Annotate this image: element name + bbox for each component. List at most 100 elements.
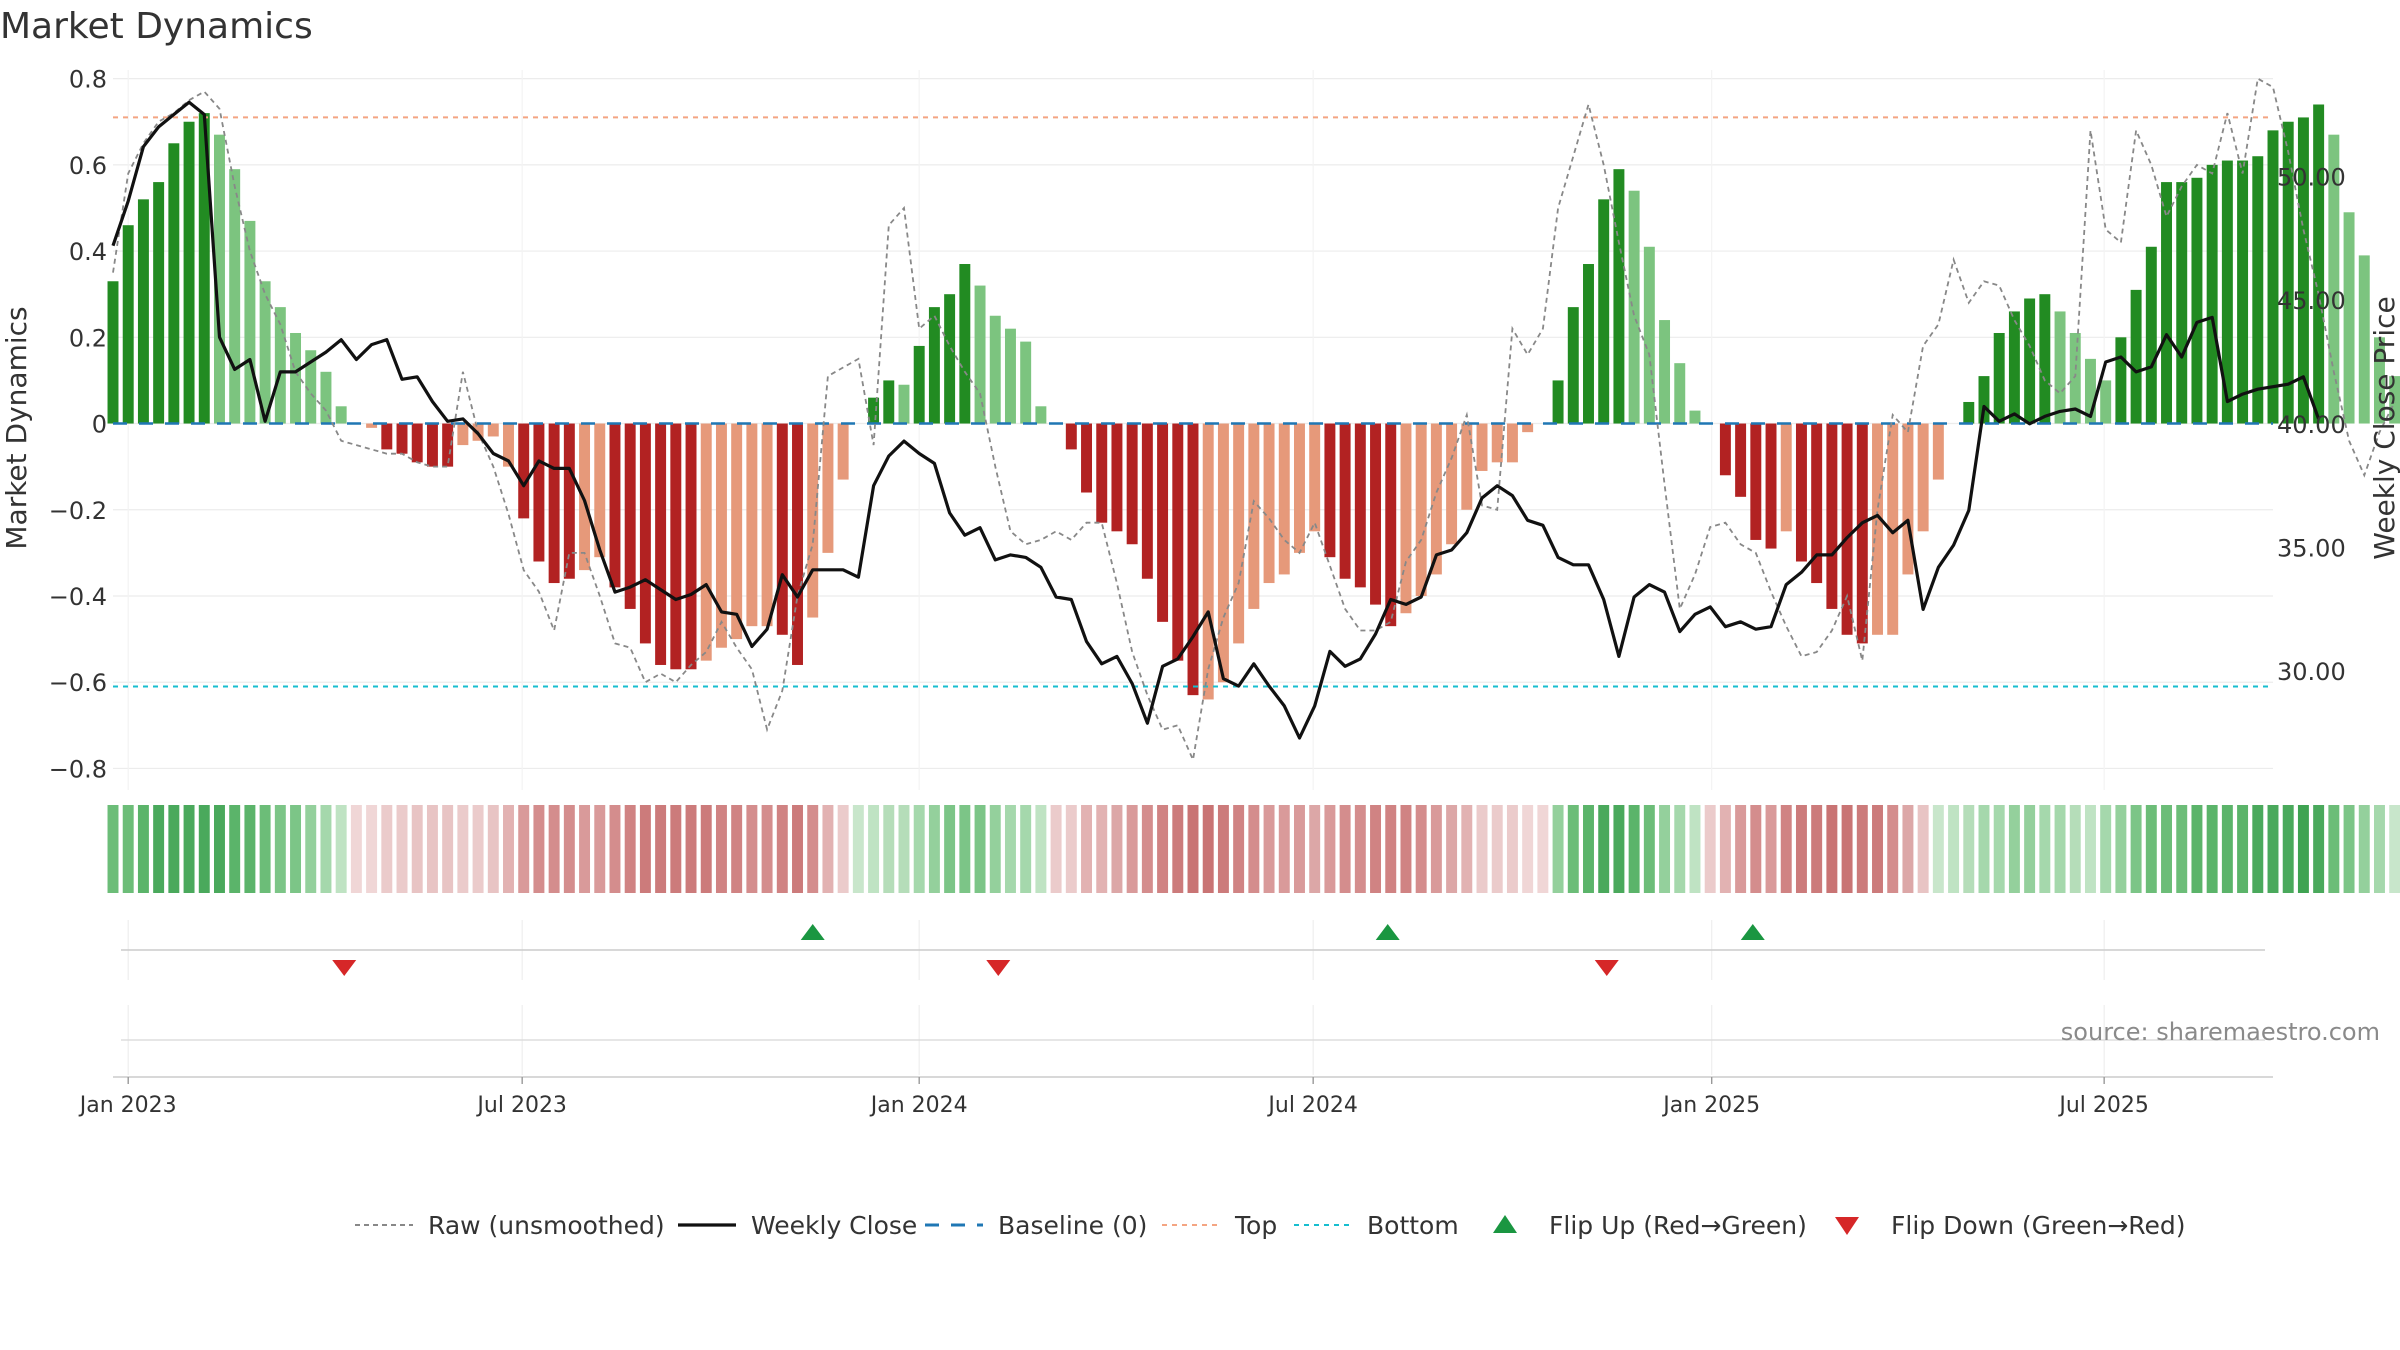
timeline-cell bbox=[700, 805, 712, 893]
timeline-cell bbox=[2313, 805, 2325, 893]
dynamics-bar bbox=[746, 423, 758, 627]
dynamics-bar bbox=[442, 423, 454, 467]
timeline-cell bbox=[959, 805, 971, 893]
timeline-cell bbox=[411, 805, 423, 893]
flip-down-marker bbox=[986, 960, 1011, 976]
timeline-cell bbox=[2297, 805, 2309, 893]
timeline-cell bbox=[1217, 805, 1229, 893]
dynamics-bar bbox=[928, 307, 940, 424]
timeline-cell bbox=[2389, 805, 2400, 893]
dynamics-bar bbox=[168, 143, 180, 424]
dynamics-bar bbox=[2161, 182, 2172, 424]
left-y-tick-label: −0.4 bbox=[49, 583, 107, 611]
dynamics-bar bbox=[776, 423, 788, 635]
dynamics-bar bbox=[1567, 307, 1579, 424]
timeline-cell bbox=[685, 805, 697, 893]
timeline-cell bbox=[1978, 805, 1990, 893]
dynamics-bar bbox=[807, 423, 819, 618]
dynamics-bar bbox=[1248, 423, 1260, 609]
dynamics-bar bbox=[1826, 423, 1838, 609]
timeline-cell bbox=[898, 805, 910, 893]
dynamics-bar bbox=[1065, 423, 1077, 450]
legend: Raw (unsmoothed) Weekly Close Baseline (0)… bbox=[355, 1211, 2186, 1240]
timeline-cell bbox=[472, 805, 484, 893]
timeline-cell bbox=[1141, 805, 1153, 893]
dynamics-bar bbox=[1795, 423, 1807, 562]
dynamics-bar bbox=[1202, 423, 1214, 700]
timeline-cell bbox=[2206, 805, 2218, 893]
timeline-cell bbox=[1415, 805, 1427, 893]
dynamics-bar bbox=[1780, 423, 1792, 532]
timeline-cell bbox=[396, 805, 408, 893]
timeline-cell bbox=[670, 805, 682, 893]
dynamics-bar bbox=[1993, 332, 2005, 424]
timeline-cell bbox=[137, 805, 149, 893]
timeline-cell bbox=[518, 805, 530, 893]
dynamics-bar bbox=[1354, 423, 1366, 588]
timeline-cell bbox=[1872, 805, 1883, 893]
timeline-cell bbox=[2252, 805, 2264, 893]
timeline-cell bbox=[989, 805, 1001, 893]
dynamics-bar bbox=[122, 225, 134, 424]
timeline-cell bbox=[1278, 805, 1290, 893]
dynamics-bar bbox=[411, 423, 423, 463]
flip-down-marker bbox=[1594, 960, 1619, 976]
timeline-cell bbox=[335, 805, 347, 893]
dynamics-bar bbox=[2024, 298, 2036, 424]
dynamics-bar bbox=[624, 423, 636, 609]
series-lines bbox=[111, 77, 2396, 763]
timeline-cell bbox=[2221, 805, 2233, 893]
timeline-cell bbox=[2328, 805, 2340, 893]
dynamics-bar bbox=[137, 199, 149, 424]
timeline-cell bbox=[1035, 805, 1047, 893]
timeline-cell bbox=[366, 805, 378, 893]
dynamics-bar bbox=[1811, 423, 1823, 584]
dynamics-bar bbox=[1035, 406, 1047, 424]
timeline-cell bbox=[107, 805, 119, 893]
timeline-cell bbox=[305, 805, 317, 893]
timeline-cell bbox=[776, 805, 788, 893]
timeline-cell bbox=[1811, 805, 1823, 893]
dynamics-bar bbox=[731, 423, 743, 640]
x-tick-label: Jul 2025 bbox=[2057, 1093, 2149, 1118]
timeline-cell bbox=[624, 805, 636, 893]
dynamics-bar bbox=[1598, 199, 1610, 424]
timeline-cell bbox=[153, 805, 165, 893]
timeline-cell bbox=[1081, 805, 1092, 893]
timeline-cell bbox=[944, 805, 956, 893]
flip-down-marker bbox=[332, 960, 357, 976]
timeline-cell bbox=[1157, 805, 1169, 893]
timeline-cell bbox=[320, 805, 332, 893]
dynamics-bar bbox=[974, 285, 986, 424]
timeline-cell bbox=[1430, 805, 1442, 893]
timeline-cell bbox=[290, 805, 302, 893]
x-tick-label: Jan 2024 bbox=[869, 1093, 968, 1118]
dynamics-bar bbox=[1385, 423, 1397, 627]
timeline-cell bbox=[1294, 805, 1305, 893]
timeline-cell bbox=[868, 805, 880, 893]
timeline-cell bbox=[442, 805, 454, 893]
legend-flip-up-swatch bbox=[1493, 1215, 1517, 1233]
dynamics-bar bbox=[1856, 423, 1868, 644]
dynamics-bar bbox=[959, 264, 971, 424]
timeline-cell bbox=[122, 805, 134, 893]
timeline-cell bbox=[2145, 805, 2157, 893]
timeline-cell bbox=[1689, 805, 1701, 893]
dynamics-bar bbox=[1674, 363, 1686, 424]
dynamics-bar bbox=[457, 423, 469, 446]
flip-markers-panel bbox=[121, 920, 2265, 980]
dynamics-bar bbox=[837, 423, 849, 480]
legend-flip-down-swatch bbox=[1835, 1217, 1859, 1235]
left-y-tick-label: 0.2 bbox=[69, 324, 107, 352]
timeline-cell bbox=[1659, 805, 1671, 893]
dynamics-bar bbox=[229, 169, 241, 424]
timeline-cell bbox=[822, 805, 834, 893]
timeline-cell bbox=[837, 805, 849, 893]
dynamics-bar bbox=[1217, 423, 1229, 683]
left-y-tick-label: 0 bbox=[92, 411, 107, 439]
dynamics-bar bbox=[1370, 423, 1382, 605]
dynamics-bar bbox=[655, 423, 667, 665]
dynamics-bar bbox=[1887, 423, 1899, 635]
timeline-cell bbox=[715, 805, 727, 893]
legend-label-close: Weekly Close bbox=[751, 1211, 917, 1240]
